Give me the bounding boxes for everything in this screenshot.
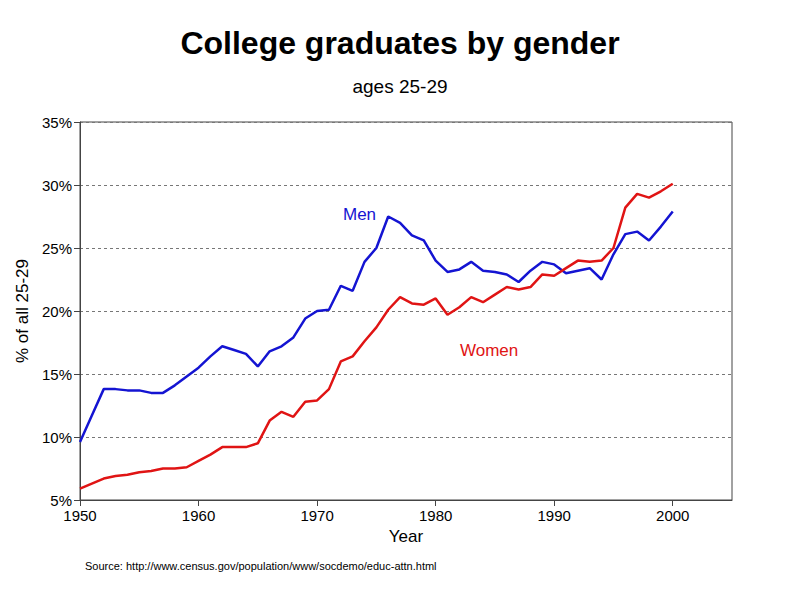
svg-text:20%: 20% bbox=[42, 303, 72, 320]
svg-text:Source: http://www.census.gov/: Source: http://www.census.gov/population… bbox=[85, 560, 437, 572]
svg-text:% of all 25-29: % of all 25-29 bbox=[13, 259, 32, 363]
svg-text:35%: 35% bbox=[42, 114, 72, 131]
svg-text:5%: 5% bbox=[50, 492, 72, 509]
svg-text:ages 25-29: ages 25-29 bbox=[352, 76, 447, 97]
svg-text:1960: 1960 bbox=[182, 507, 215, 524]
svg-text:15%: 15% bbox=[42, 366, 72, 383]
svg-text:30%: 30% bbox=[42, 177, 72, 194]
svg-text:College graduates by gender: College graduates by gender bbox=[180, 25, 619, 61]
svg-text:Women: Women bbox=[460, 341, 518, 360]
svg-text:2000: 2000 bbox=[656, 507, 689, 524]
svg-text:Men: Men bbox=[343, 205, 376, 224]
svg-text:1970: 1970 bbox=[300, 507, 333, 524]
svg-text:1990: 1990 bbox=[537, 507, 570, 524]
svg-text:25%: 25% bbox=[42, 240, 72, 257]
svg-text:1950: 1950 bbox=[63, 507, 96, 524]
svg-text:Year: Year bbox=[389, 527, 424, 546]
svg-text:1980: 1980 bbox=[419, 507, 452, 524]
svg-text:10%: 10% bbox=[42, 429, 72, 446]
